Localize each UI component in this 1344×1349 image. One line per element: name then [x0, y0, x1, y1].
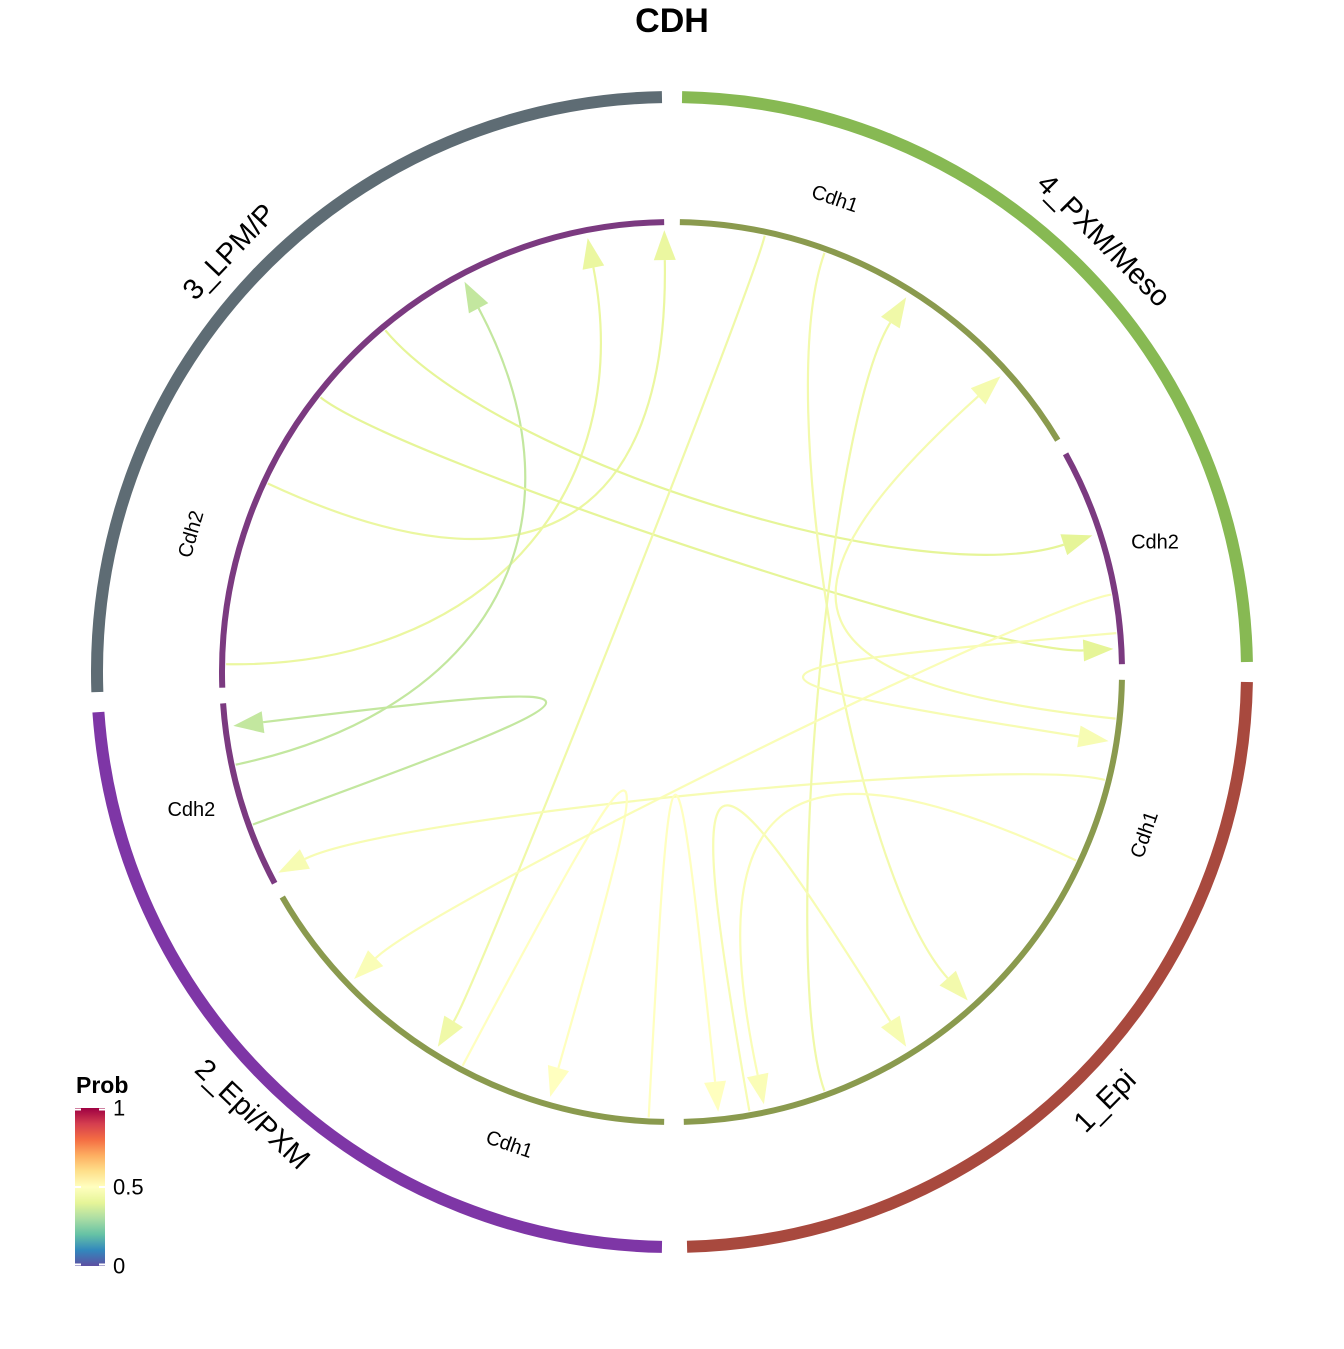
legend: Prob 10.50 — [75, 1072, 144, 1279]
link-curve — [374, 593, 1112, 959]
legend-ticks: 10.50 — [75, 1096, 144, 1279]
sector-label: Cdh1 — [809, 181, 861, 217]
sector-label: Cdh2 — [167, 799, 215, 821]
group-arcs — [91, 91, 1253, 1253]
link-curve — [806, 322, 892, 1092]
link-arrowhead — [881, 1015, 907, 1047]
sector-arc — [220, 703, 278, 885]
link-arrowhead — [547, 1065, 569, 1097]
link-arrowhead — [970, 376, 1001, 405]
link-curve — [304, 773, 1106, 860]
legend-tick-label: 0.5 — [113, 1175, 144, 1200]
link-arrowhead — [464, 281, 489, 314]
links — [226, 230, 1117, 1118]
sector-label: Cdh2 — [174, 508, 208, 560]
sector-label: Cdh1 — [1127, 809, 1163, 861]
sector-arc — [683, 679, 1125, 1125]
sector-label: Cdh2 — [1131, 532, 1179, 554]
link-curve — [739, 792, 1077, 1076]
group-arc — [686, 681, 1253, 1253]
link-arrowhead — [354, 950, 384, 979]
link-arrowhead — [1077, 725, 1109, 748]
link-arrowhead — [582, 238, 605, 270]
link-arrowhead — [1060, 534, 1093, 556]
link-arrowhead — [437, 1015, 463, 1047]
link-curve — [226, 267, 602, 666]
link-curve — [806, 252, 949, 979]
sector-arc — [279, 895, 665, 1125]
sector-label: Cdh1 — [483, 1127, 535, 1163]
link-curve — [384, 329, 1065, 556]
sector-arc — [1062, 452, 1125, 665]
link-arrowhead — [278, 849, 310, 873]
chart-title: CDH — [635, 2, 709, 40]
link-curve — [712, 804, 892, 1112]
link-curve — [267, 260, 666, 541]
link-curve — [834, 395, 1116, 720]
link-curve — [452, 235, 766, 1022]
link-curve — [647, 793, 717, 1118]
group-label: 3_LPM/P — [177, 198, 282, 307]
sector-labels: Cdh1 Cdh2 Cdh1 Cdh1 Cdh2 Cdh2 — [167, 181, 1178, 1163]
link-arrowhead — [1082, 639, 1114, 662]
link-arrowhead — [746, 1072, 769, 1105]
link-curve — [235, 307, 527, 766]
link-arrowhead — [653, 230, 676, 261]
link-curve — [801, 632, 1117, 738]
link-curve — [252, 695, 547, 826]
link-arrowhead — [704, 1080, 726, 1112]
sector-arc — [679, 219, 1061, 442]
legend-title: Prob — [76, 1072, 128, 1098]
link-arrowhead — [939, 970, 968, 1001]
group-arc — [681, 91, 1253, 663]
link-curve — [461, 789, 628, 1069]
legend-tick-label: 1 — [113, 1096, 125, 1121]
legend-tick-label: 0 — [113, 1254, 125, 1279]
group-arc — [92, 711, 663, 1253]
sector-arcs — [218, 219, 1125, 1125]
link-arrowhead — [881, 297, 907, 329]
link-curve — [319, 396, 1084, 652]
link-arrowhead — [233, 711, 265, 734]
sector-arc — [218, 219, 665, 688]
group-arc — [91, 91, 663, 693]
